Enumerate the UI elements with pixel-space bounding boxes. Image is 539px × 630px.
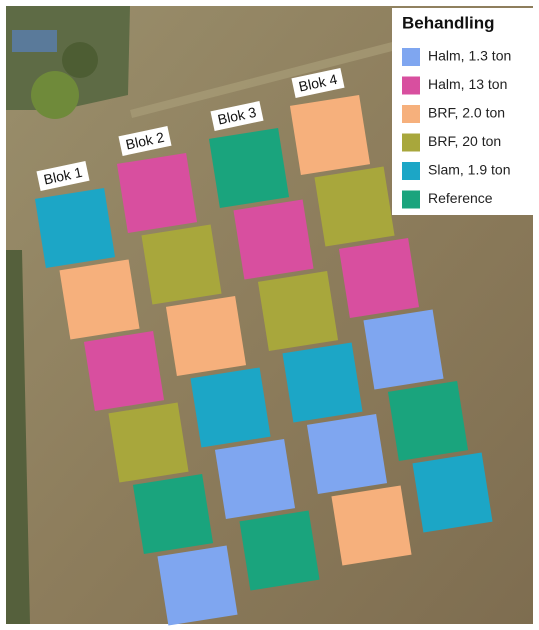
plot [190,367,271,448]
plot [387,380,469,462]
legend-label: BRF, 20 ton [428,133,501,149]
tree [62,42,98,78]
plot-grid: Blok 1 Blok 2 Blok 3 Blok 4 [34,68,493,626]
plot [257,270,339,352]
legend: Behandling Halm, 1.3 ton Halm, 13 ton BRF,… [392,8,538,215]
block-label-bg [36,161,90,191]
plot [338,237,420,319]
legend-swatch [402,133,420,152]
plot [282,342,363,423]
plot [165,295,247,377]
plot [132,473,214,555]
block-label-bg [118,126,172,156]
track [130,40,404,118]
legend-swatch [402,76,420,95]
plot [289,94,371,176]
block-label: Blok 3 [210,101,264,131]
block-label-text: Blok 1 [42,164,84,188]
plot [157,545,238,626]
plot [314,166,395,247]
legend-swatch [402,190,420,209]
legend-swatch [402,105,420,123]
plot [116,152,198,234]
block-label: Blok 2 [118,126,172,156]
plot [331,485,412,566]
legend-label: Halm, 13 ton [428,76,507,92]
plot [141,224,222,305]
legend-label: Reference [428,190,493,206]
block-label-bg [210,101,264,131]
plot [208,127,290,209]
plot [233,199,314,280]
legend-label: Slam, 1.9 ton [428,162,511,178]
building [12,30,57,52]
legend-items: Halm, 1.3 ton Halm, 13 ton BRF, 2.0 ton BRF… [402,48,511,209]
plot [239,510,320,591]
legend-title: Behandling [402,13,495,32]
plot [34,187,116,269]
legend-swatch [402,48,420,66]
plot [59,259,140,340]
block-label-text: Blok 3 [216,104,258,128]
plot [363,309,444,390]
plot [83,330,165,412]
block-label-bg [291,68,345,98]
block-label-text: Blok 2 [124,129,166,153]
plot [108,402,189,483]
plot [306,413,388,495]
block-label: Blok 1 [36,161,90,191]
block-label: Blok 4 [291,68,345,98]
legend-label: BRF, 2.0 ton [428,105,505,121]
plot [412,452,493,533]
hedge [6,250,30,624]
plot [214,438,296,520]
legend-swatch [402,162,420,180]
tree [31,71,79,119]
legend-label: Halm, 1.3 ton [428,48,511,64]
block-label-text: Blok 4 [297,71,339,95]
